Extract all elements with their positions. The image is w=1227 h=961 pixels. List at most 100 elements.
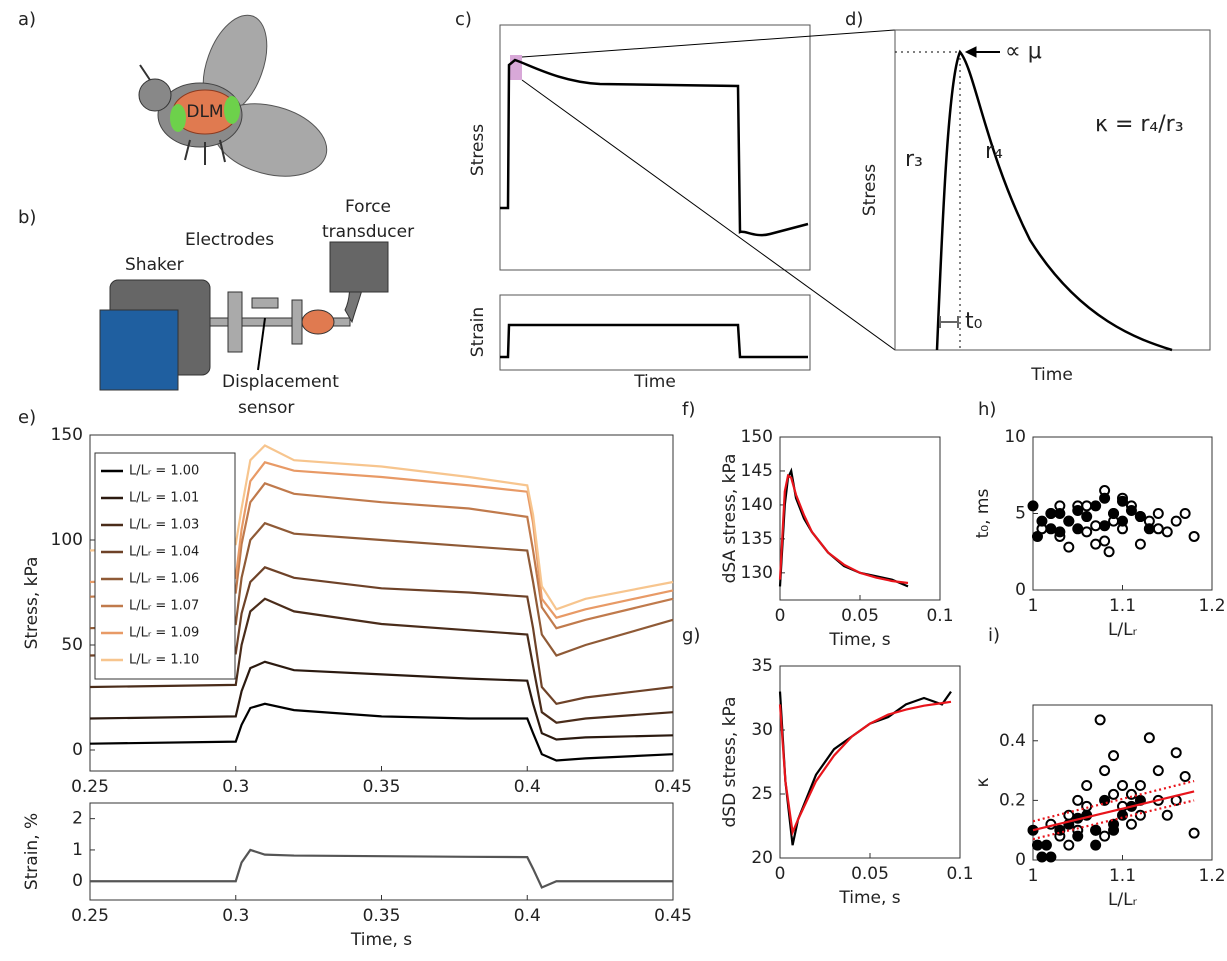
scatter-point [1143, 515, 1155, 527]
scatter-point [1143, 732, 1155, 744]
illustration-label: Force [345, 197, 391, 217]
scatter-point [1099, 520, 1111, 532]
y-tick-label: 20 [751, 848, 773, 868]
legend-label: L/Lᵣ = 1.09 [129, 626, 199, 641]
scatter-point [1063, 809, 1075, 821]
scatter-point [1099, 485, 1111, 497]
series-line [778, 473, 909, 585]
scatter-point [1108, 508, 1120, 519]
x-tick-label: 0.1 [946, 864, 973, 884]
panel-label: d) [845, 9, 863, 30]
y-axis-label: Strain, % [22, 813, 42, 890]
scatter-point [1179, 771, 1191, 783]
y-axis-label: t₀, ms [973, 489, 993, 539]
y-tick-label: 35 [751, 656, 773, 676]
y-tick-label: 150 [51, 425, 83, 445]
scatter-point [1036, 851, 1048, 863]
y-tick-label: 0 [1015, 580, 1026, 600]
y-tick-label: 145 [741, 461, 773, 481]
y-tick-label: 10 [1004, 427, 1026, 447]
scatter-point [1117, 800, 1128, 812]
series-line [89, 521, 674, 657]
series-line [778, 700, 952, 837]
annotation: r₄ [985, 139, 1003, 164]
scatter-point [1099, 535, 1111, 547]
x-axis-label: L/Lᵣ [1108, 620, 1138, 640]
series-line [778, 467, 909, 588]
scatter-point [1170, 747, 1182, 759]
x-axis-label: Time, s [828, 630, 890, 650]
panel-label: b) [18, 207, 36, 228]
x-tick-label: 0.25 [71, 777, 109, 797]
scatter-point [1152, 508, 1164, 519]
y-axis-label: dSA stress, kPa [720, 454, 740, 584]
scatter-point [1090, 500, 1102, 512]
scatter-point [1090, 839, 1102, 851]
scatter-point [1081, 511, 1093, 523]
y-tick-label: 0 [1015, 850, 1026, 870]
scatter-point [1072, 523, 1084, 535]
scatter-point [1117, 492, 1128, 504]
x-tick-label: 0.1 [926, 606, 953, 626]
legend-label: L/Lᵣ = 1.01 [129, 491, 199, 506]
x-tick-label: 0 [775, 606, 786, 626]
x-tick-label: 0.35 [363, 777, 401, 797]
x-tick-label: 1.2 [1198, 596, 1225, 616]
annotation: ∝ μ [1005, 39, 1042, 64]
series-line [89, 461, 674, 619]
annotation: t₀ [965, 309, 983, 334]
scatter-point [1108, 788, 1120, 800]
y-tick-label: 135 [741, 529, 773, 549]
illustration-label: Electrodes [185, 230, 274, 250]
scatter-point [1081, 500, 1093, 512]
scatter-point [1152, 523, 1164, 535]
scatter-point [1125, 500, 1137, 512]
series-line [89, 597, 674, 724]
scatter-point [1188, 530, 1200, 542]
y-tick-label: 0.4 [999, 731, 1026, 751]
scatter-point [1134, 511, 1146, 523]
x-tick-label: 0.05 [851, 864, 889, 884]
y-tick-label: 30 [751, 720, 773, 740]
scatter-point [1054, 830, 1066, 842]
x-tick-label: 1.1 [1109, 596, 1136, 616]
scatter-point [1063, 515, 1075, 527]
legend-box [94, 452, 236, 680]
y-tick-label: 0 [72, 740, 83, 760]
legend-label: L/Lᵣ = 1.06 [129, 572, 199, 587]
scatter-point [1045, 851, 1057, 863]
panel-label: a) [18, 9, 36, 30]
legend-label: L/Lᵣ = 1.07 [129, 599, 199, 614]
series-line [1032, 779, 1195, 823]
panel-label: h) [978, 399, 996, 420]
annotation: r₃ [905, 147, 923, 172]
y-tick-label: 100 [51, 530, 83, 550]
series-line [89, 444, 674, 611]
schematic-d [894, 29, 1211, 352]
y-tick-label: 140 [741, 495, 773, 515]
y-axis-label: dSD stress, kPa [720, 697, 740, 828]
series-line [778, 690, 952, 846]
y-tick-label: 25 [751, 784, 773, 804]
scatter-point [1090, 538, 1102, 550]
x-tick-label: 1.1 [1109, 866, 1136, 886]
scatter-point [1108, 750, 1120, 762]
axis-label: Time [633, 372, 676, 392]
scatter-point [1099, 492, 1111, 504]
plot-frame [779, 665, 961, 859]
y-axis-label: Stress, kPa [22, 557, 42, 650]
axis-label: Time [1030, 365, 1073, 385]
scatter-point [1170, 515, 1182, 527]
x-tick-label: 0.05 [841, 606, 879, 626]
legend-label: L/Lᵣ = 1.00 [129, 464, 199, 479]
y-tick-label: 0.2 [999, 790, 1026, 810]
scatter-point [1152, 765, 1164, 777]
series-line [89, 702, 674, 762]
fly-illustration [138, 14, 328, 177]
scatter-point [1054, 500, 1066, 512]
x-axis-label: Time, s [838, 888, 900, 908]
illustration-label: DLM [186, 102, 223, 122]
scatter-point [1108, 515, 1120, 527]
axis-label: Stress [468, 124, 488, 176]
apparatus-illustration [99, 241, 389, 391]
